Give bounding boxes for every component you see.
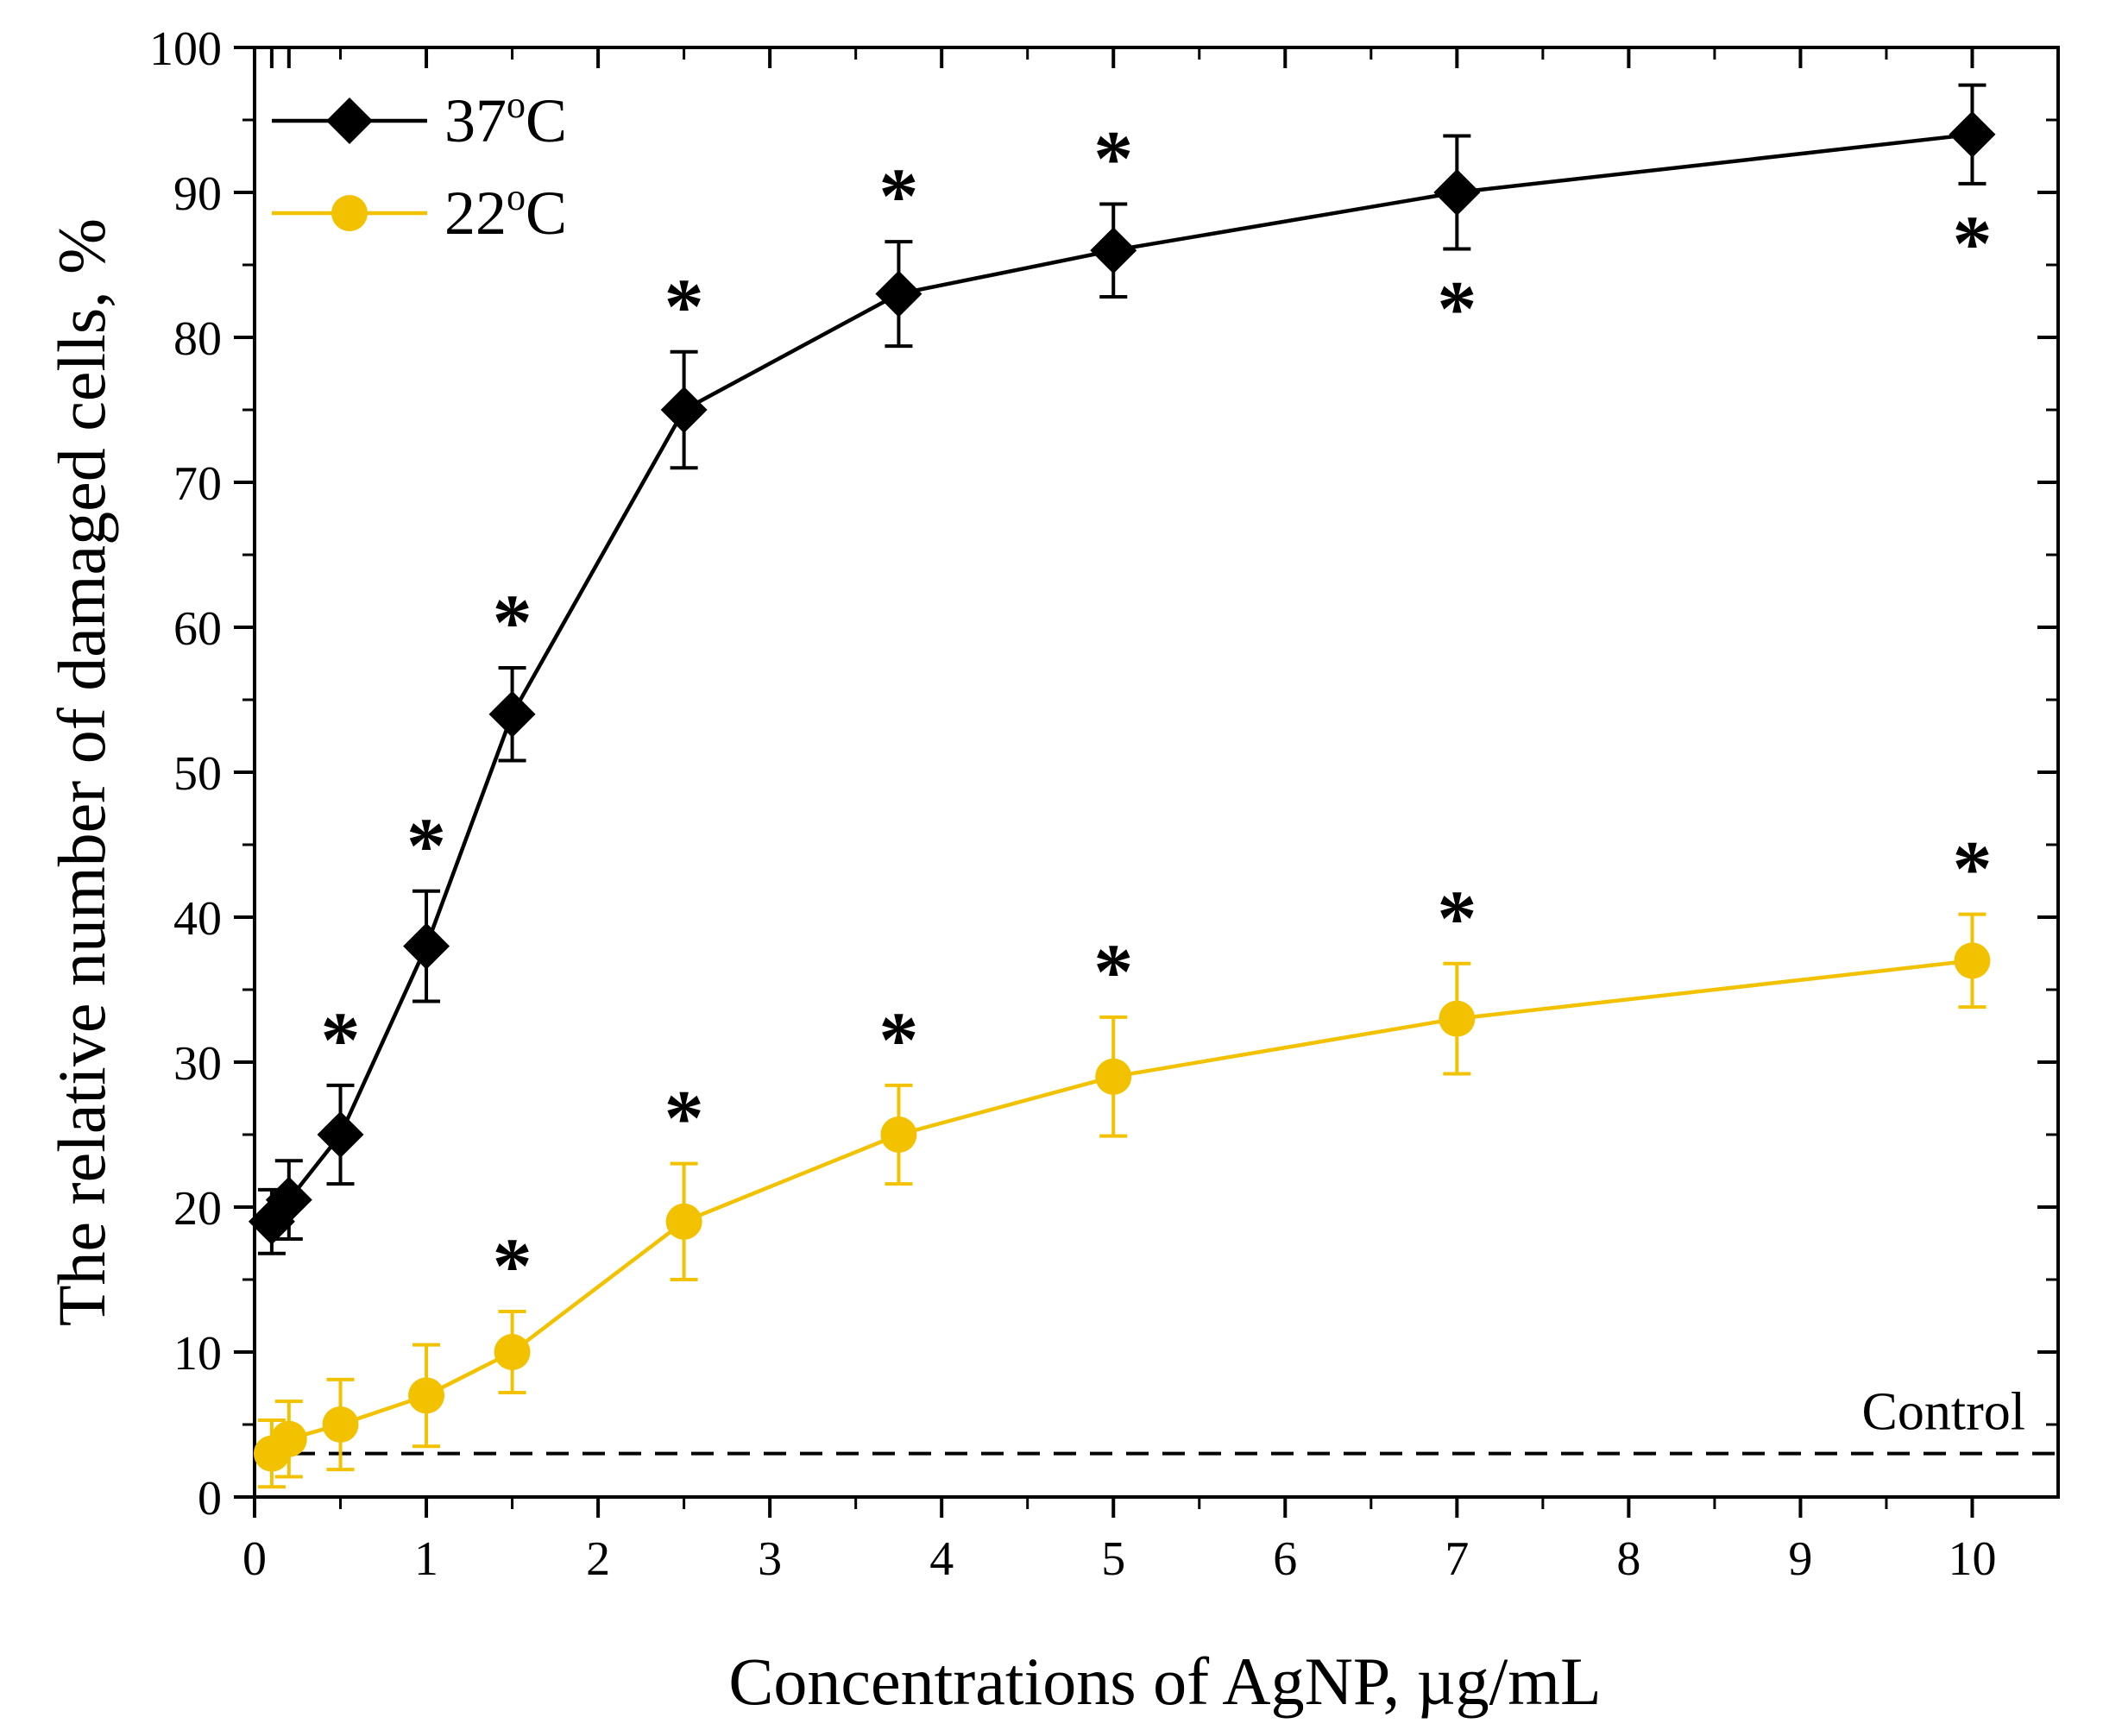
axis-ticks xyxy=(234,46,2058,1518)
series-line xyxy=(270,132,1973,1223)
significance-star: * xyxy=(1093,928,1133,1016)
x-axis-title: Concentrations of AgNP, µg/mL xyxy=(728,1644,1601,1719)
x-tick-label: 4 xyxy=(929,1532,954,1586)
y-tick-label: 40 xyxy=(173,892,222,946)
legend: 37oC 22oC xyxy=(272,84,567,248)
legend-marker-circle xyxy=(331,195,368,231)
data-point-circle xyxy=(1439,1000,1476,1037)
significance-star: * xyxy=(406,802,446,890)
data-point-diamond xyxy=(660,387,708,433)
data-point-diamond xyxy=(1433,169,1481,216)
y-tick-label: 0 xyxy=(198,1472,222,1525)
significance-star: * xyxy=(878,152,918,240)
data-point-circle xyxy=(494,1334,531,1370)
significance-star: * xyxy=(493,578,532,666)
legend-item: 37oC xyxy=(272,84,567,155)
x-tick-label: 3 xyxy=(758,1532,782,1586)
data-point-diamond xyxy=(317,1111,364,1158)
significance-star: * xyxy=(1437,874,1477,962)
significance-star: * xyxy=(664,1074,704,1162)
data-point-circle xyxy=(322,1406,359,1443)
x-tick-label: 0 xyxy=(242,1532,267,1586)
x-tick-label: 6 xyxy=(1273,1532,1297,1586)
data-point-circle xyxy=(408,1377,445,1414)
significance-star: * xyxy=(1437,265,1477,353)
data-point-circle xyxy=(665,1203,702,1240)
control-label: Control xyxy=(1862,1383,2025,1442)
data-point-diamond xyxy=(265,1176,312,1223)
significance-star: * xyxy=(1952,825,1992,913)
x-tick-label: 5 xyxy=(1101,1532,1125,1586)
significance-star: * xyxy=(493,1222,532,1310)
series-line xyxy=(270,959,1973,1456)
data-point-diamond xyxy=(403,922,450,970)
x-tick-label: 8 xyxy=(1616,1532,1640,1586)
y-tick-label: 10 xyxy=(173,1327,222,1381)
y-tick-label: 60 xyxy=(173,602,222,656)
control-line-group: Control xyxy=(256,1383,2056,1456)
legend-label: 22oC xyxy=(444,176,567,248)
series-layer: * * * * * * * * * * * * * * xyxy=(248,83,1996,1489)
y-axis-title: The relative number of damaged cells, % xyxy=(44,218,119,1326)
significance-star: * xyxy=(321,996,361,1084)
y-tick-label: 50 xyxy=(173,747,222,801)
data-point-diamond xyxy=(875,270,922,318)
significance-star: * xyxy=(1093,114,1133,202)
x-tick-label: 10 xyxy=(1948,1532,1996,1586)
data-point-diamond xyxy=(1090,227,1137,274)
data-point-diamond xyxy=(488,690,536,738)
legend-label: 37oC xyxy=(444,84,567,155)
y-tick-label: 80 xyxy=(173,312,222,366)
data-point-circle xyxy=(880,1116,917,1153)
x-tick-label: 9 xyxy=(1788,1532,1812,1586)
y-tick-label: 100 xyxy=(149,22,222,76)
legend-marker-diamond xyxy=(326,97,373,144)
x-tick-label: 2 xyxy=(586,1532,610,1586)
series-37c: * * * * * * * * xyxy=(248,83,1996,1255)
data-point-circle xyxy=(1095,1058,1132,1095)
significance-star: * xyxy=(664,262,704,350)
x-tick-label: 1 xyxy=(414,1532,438,1586)
significance-star: * xyxy=(1952,199,1992,287)
y-tick-label: 70 xyxy=(173,457,222,511)
y-tick-label: 90 xyxy=(173,167,222,221)
data-point-circle xyxy=(1954,942,1991,979)
data-point-circle xyxy=(270,1420,307,1457)
y-tick-label: 30 xyxy=(173,1037,222,1091)
x-tick-label: 7 xyxy=(1445,1532,1469,1586)
series-22c: * * * * * * xyxy=(253,825,1992,1489)
data-point-diamond xyxy=(1949,110,1996,158)
significance-star: * xyxy=(878,996,918,1084)
legend-item: 22oC xyxy=(272,176,567,248)
y-tick-label: 20 xyxy=(173,1182,222,1236)
